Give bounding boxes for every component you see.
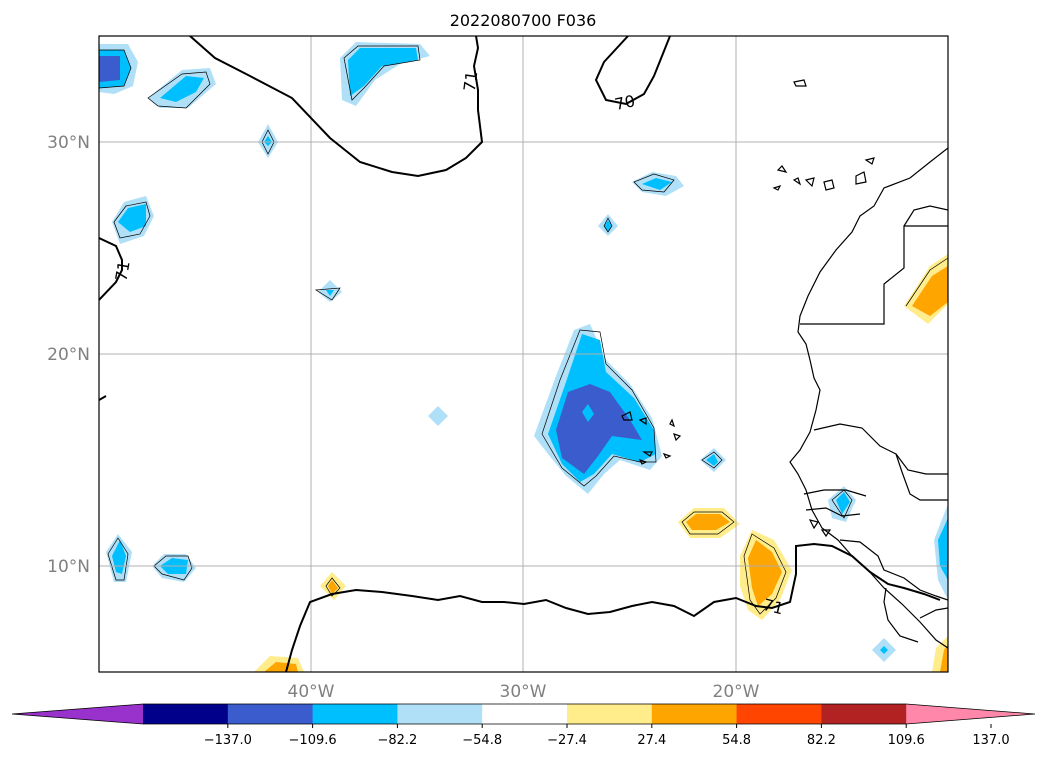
lon-label-40w: 40°W — [288, 682, 335, 702]
colorbar-extension-min — [12, 704, 143, 724]
colorbar-segment — [397, 704, 483, 724]
colorbar-outline — [11, 703, 1036, 725]
colorbar-segment — [482, 704, 568, 724]
contour-label-71-south: 71 — [761, 595, 785, 618]
colorbar-segment — [143, 704, 229, 724]
latitude-labels: 30°N 20°N 10°N — [47, 133, 90, 577]
lat-label-20n: 20°N — [47, 345, 90, 365]
map-area: 71 70 71 71 — [99, 36, 948, 672]
colorbar-tick-label: −27.4 — [547, 733, 587, 748]
contour-label-70: 70 — [613, 91, 637, 114]
lon-label-30w: 30°W — [500, 682, 547, 702]
graticule — [99, 36, 948, 672]
longitude-labels: 40°W 30°W 20°W — [288, 682, 760, 702]
anomaly-fill-regions — [99, 42, 948, 672]
lat-label-10n: 10°N — [47, 557, 90, 577]
colorbar-extension-max — [906, 704, 1035, 724]
colorbar-segment — [651, 704, 738, 724]
colorbar-tick-label: −109.6 — [289, 733, 337, 748]
contour-label-71-north: 71 — [460, 70, 482, 93]
colorbar-tick-label: 137.0 — [972, 733, 1009, 748]
colorbar-segment — [736, 704, 822, 724]
colorbar: −137.0 −109.6 −82.2 −54.8 −27.4 27.4 54.8 82.2 1… — [11, 703, 1036, 748]
contour-label-71-west: 71 — [111, 259, 133, 282]
colorbar-segment — [227, 704, 314, 724]
height-contours — [99, 36, 941, 672]
colorbar-tick-label: 82.2 — [807, 733, 836, 748]
contour-labels: 71 70 71 71 — [111, 70, 785, 619]
colorbar-segment — [567, 704, 653, 724]
map-title: 2022080700 F036 — [450, 11, 597, 30]
colorbar-tick-label: 27.4 — [637, 733, 666, 748]
anomaly-contour-lines — [99, 45, 948, 615]
lon-label-20w: 20°W — [713, 682, 760, 702]
colorbar-tick-label: −54.8 — [462, 733, 502, 748]
colorbar-tick-label: −82.2 — [377, 733, 417, 748]
colorbar-tick-label: −137.0 — [204, 733, 252, 748]
colorbar-tick-label: 109.6 — [888, 733, 925, 748]
colorbar-segment — [821, 704, 907, 724]
colorbar-segment — [312, 704, 398, 724]
map-frame — [98, 35, 949, 673]
colorbar-tick-label: 54.8 — [722, 733, 751, 748]
lat-label-30n: 30°N — [47, 133, 90, 153]
